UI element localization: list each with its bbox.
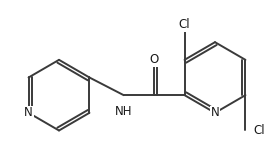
Text: NH: NH [115, 105, 132, 118]
Text: N: N [24, 106, 33, 119]
Text: Cl: Cl [179, 18, 190, 31]
Text: Cl: Cl [254, 124, 265, 137]
Text: N: N [211, 106, 219, 119]
Text: O: O [150, 53, 159, 66]
